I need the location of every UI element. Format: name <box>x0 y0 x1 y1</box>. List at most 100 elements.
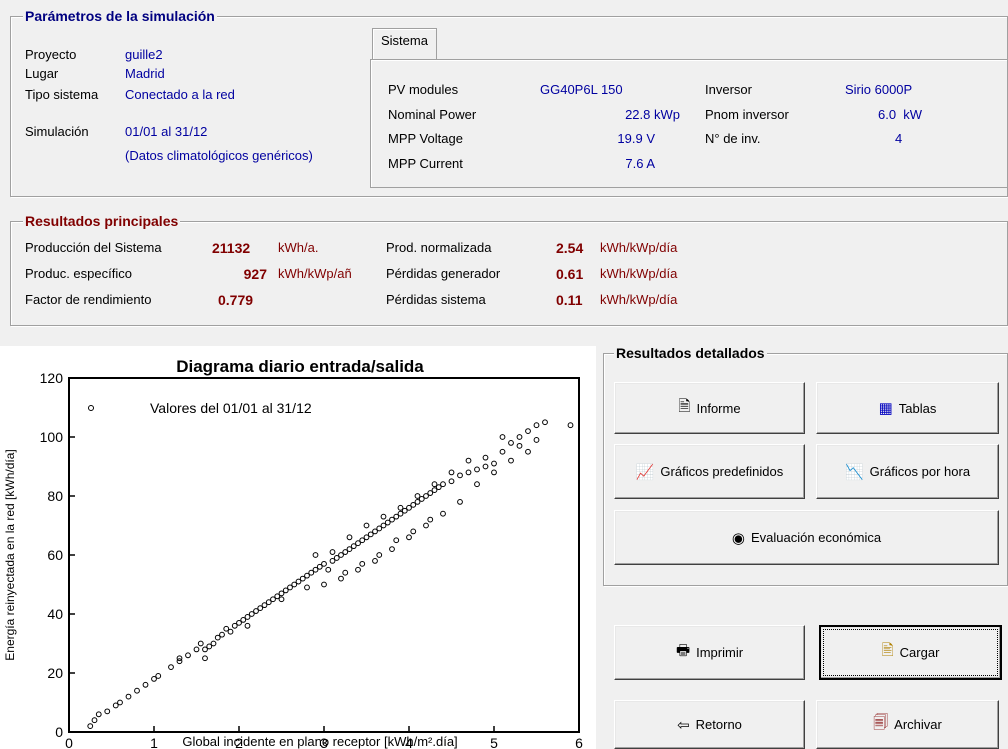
scatter-point <box>499 434 506 440</box>
graficos-hora-label: Gráficos por hora <box>869 464 971 479</box>
scatter-point <box>525 428 531 434</box>
graficos-hora-button[interactable]: 📉 Gráficos por hora <box>816 444 999 499</box>
scatter-point <box>423 493 429 499</box>
scatter-point <box>125 693 132 700</box>
scatter-point <box>287 584 293 591</box>
scatter-point <box>359 537 366 544</box>
pgen-label: Pérdidas generador <box>386 266 501 281</box>
scatter-point <box>393 513 400 520</box>
scatter-point <box>176 658 183 665</box>
scatter-point <box>176 655 183 662</box>
scatter-point <box>193 646 200 653</box>
scatter-point <box>542 419 548 426</box>
x-tick-label: 1 <box>150 735 158 749</box>
norm-unit: kWh/kWp/día <box>600 240 678 255</box>
scatter-point <box>435 484 442 491</box>
scatter-point <box>406 534 412 541</box>
scatter-point <box>474 481 480 488</box>
scatter-point <box>338 575 344 582</box>
scatter-point <box>440 481 446 488</box>
return-icon: ⇦ <box>677 716 690 734</box>
espec-value: 927 <box>243 266 267 282</box>
resultados-title: Resultados principales <box>23 213 181 229</box>
mppc-value: 7.6 A <box>625 156 655 171</box>
scatter-point <box>406 504 412 511</box>
scatter-point <box>329 549 336 555</box>
sim-value: 01/01 al 31/12 <box>125 124 208 139</box>
scatter-chart-panel: 0 1 2 3 4 5 6 0 20 40 60 80 100 120 Diagrama diario e… <box>0 346 596 749</box>
scatter-point <box>448 478 455 485</box>
imprimir-button[interactable]: 🖶 Imprimir <box>614 625 805 680</box>
pgen-unit: kWh/kWp/día <box>600 266 678 281</box>
scatter-point <box>482 463 489 470</box>
scatter-point <box>384 519 391 526</box>
y-tick-label: 60 <box>47 547 63 563</box>
retorno-label: Retorno <box>695 717 742 732</box>
scatter-point <box>427 490 434 496</box>
scatter-point <box>516 442 523 449</box>
y-tick-label: 0 <box>55 724 63 740</box>
scatter-point <box>333 555 340 561</box>
hourly-chart-icon: 📉 <box>844 463 864 481</box>
scatter-point <box>185 652 191 659</box>
scatter-point <box>525 448 531 455</box>
scatter-point <box>95 711 102 718</box>
scatter-point <box>321 581 327 588</box>
ninv-value: 4 <box>895 131 903 146</box>
economic-icon: ◉ <box>731 529 745 547</box>
scatter-point <box>227 628 234 635</box>
plot-frame <box>68 377 580 733</box>
scatter-point <box>295 578 302 585</box>
y-tick-label: 100 <box>40 429 64 445</box>
scatter-point <box>278 596 285 603</box>
archivar-button[interactable]: 🗐 Archivar <box>816 700 999 749</box>
prod-label: Producción del Sistema <box>25 240 162 255</box>
scatter-point <box>236 619 242 626</box>
scatter-point <box>363 522 370 529</box>
scatter-point <box>329 558 336 564</box>
printer-icon: 🖶 <box>675 642 691 659</box>
scatter-point <box>240 617 247 623</box>
x-tick-label: 0 <box>65 735 73 749</box>
scatter-point <box>168 664 174 671</box>
norm-value: 2.54 <box>556 240 584 256</box>
scatter-point <box>533 422 540 429</box>
informe-button[interactable]: 🗎 Informe <box>614 382 805 434</box>
scatter-point <box>418 496 425 502</box>
scatter-point <box>206 643 213 650</box>
graficos-predefinidos-button[interactable]: 📈 Gráficos predefinidos <box>614 444 805 499</box>
tipo-label: Tipo sistema <box>25 87 99 102</box>
x-tick-label: 2 <box>235 735 243 749</box>
tablas-label: Tablas <box>898 400 937 416</box>
ninv-label: N° de inv. <box>705 131 761 146</box>
mppv-label: MPP Voltage <box>388 131 463 146</box>
scatter-point <box>244 614 251 620</box>
scatter-point <box>414 499 421 505</box>
y-tick-label: 120 <box>40 370 64 386</box>
tab-sistema[interactable]: Sistema <box>372 28 437 60</box>
psis-unit: kWh/kWp/día <box>600 292 678 307</box>
scatter-point <box>117 699 123 706</box>
cargar-button[interactable]: 🖹 Cargar <box>819 625 1002 680</box>
scatter-point <box>397 504 404 511</box>
scatter-point <box>474 466 480 473</box>
scatter-point <box>440 510 446 517</box>
scatter-point <box>261 602 268 609</box>
evaluacion-economica-button[interactable]: ◉ Evaluación económica <box>614 510 999 565</box>
scatter-point <box>321 560 327 567</box>
tablas-button[interactable]: ▦ Tablas <box>816 382 999 434</box>
load-icon: 🖹 <box>881 642 894 659</box>
scatter-point <box>223 625 230 632</box>
evaluacion-label: Evaluación económica <box>751 530 882 545</box>
scatter-point <box>363 534 370 541</box>
scatter-point <box>278 590 285 597</box>
scatter-point <box>567 422 574 429</box>
scatter-point <box>448 469 455 476</box>
scatter-point <box>376 525 383 532</box>
retorno-button[interactable]: ⇦ Retorno <box>614 700 805 749</box>
params-title: Parámetros de la simulación <box>23 8 217 24</box>
np-label: Nominal Power <box>388 107 477 122</box>
x-tick-label: 4 <box>405 735 413 749</box>
x-tick-label: 3 <box>320 735 328 749</box>
scatter-point <box>427 516 434 523</box>
